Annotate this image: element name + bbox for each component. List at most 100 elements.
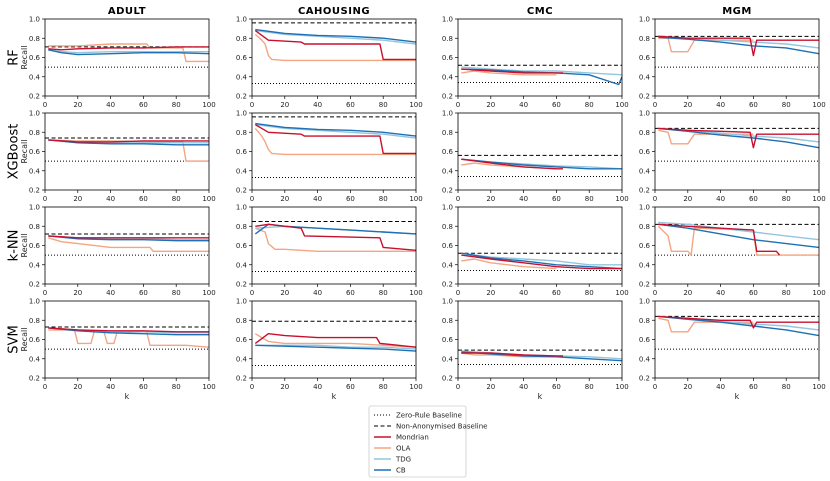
y-tick-label: 0.8 xyxy=(236,223,247,231)
plot-frame xyxy=(251,18,417,97)
series-line-cb xyxy=(255,122,416,137)
y-tick-label: 0.2 xyxy=(236,281,247,289)
panel-k-nn-adult: 0.2 0.4 0.6 0.8 1.0 0 20 40 60 80 100 Recall xyxy=(20,204,216,298)
x-tick-label: 40 xyxy=(519,289,528,297)
x-tick-label: 100 xyxy=(409,383,422,391)
y-tick-label: 0.8 xyxy=(639,223,650,231)
series-line-tdg xyxy=(255,29,416,45)
x-axis-label: k xyxy=(332,392,337,401)
series-line-mondrian xyxy=(254,333,416,348)
x-tick-label: 40 xyxy=(519,101,528,109)
series-line-tdg xyxy=(48,49,209,54)
x-tick-label: 20 xyxy=(486,101,495,109)
column-title-cmc: CMC xyxy=(527,6,553,17)
x-tick-label: 20 xyxy=(73,195,82,203)
series-line-cb xyxy=(48,235,209,242)
y-tick-label: 0.8 xyxy=(29,223,40,231)
series-line-ola xyxy=(48,237,209,253)
x-tick-label: 80 xyxy=(585,101,594,109)
x-tick-label: 60 xyxy=(552,383,561,391)
y-tick-label: 0.4 xyxy=(442,261,454,269)
y-tick-label: 0.4 xyxy=(639,167,651,175)
x-tick-label: 80 xyxy=(379,195,388,203)
x-tick-label: 0 xyxy=(43,383,47,391)
series-line-cb xyxy=(658,127,819,149)
plot-frame xyxy=(251,300,417,379)
x-tick-label: 20 xyxy=(683,383,692,391)
plot-frame xyxy=(44,206,210,285)
x-tick-label: 0 xyxy=(456,101,460,109)
y-tick-label: 0.6 xyxy=(29,336,41,344)
panel-svm-mgm: 0.2 0.4 0.6 0.8 1.0 0 20 40 60 80 100 k xyxy=(639,298,826,402)
y-tick-label: 0.6 xyxy=(236,336,248,344)
y-tick-label: 0.6 xyxy=(29,242,41,250)
x-tick-label: 60 xyxy=(346,101,355,109)
x-tick-label: 20 xyxy=(280,289,289,297)
y-tick-label: 1.0 xyxy=(236,110,247,118)
plot-frame xyxy=(654,206,820,285)
y-tick-label: 1.0 xyxy=(29,298,40,306)
y-tick-label: 1.0 xyxy=(29,110,40,118)
series-line-tdg xyxy=(255,123,416,139)
series-line-mondrian xyxy=(48,139,209,143)
x-tick-label: 20 xyxy=(73,101,82,109)
x-tick-label: 0 xyxy=(653,289,657,297)
panel-xgboost-mgm: 0.2 0.4 0.6 0.8 1.0 0 20 40 60 80 100 xyxy=(639,110,826,204)
series-line-tdg xyxy=(461,66,622,76)
series-line-ola xyxy=(254,33,416,62)
series-line-ola xyxy=(48,43,209,63)
y-tick-label: 0.4 xyxy=(236,261,248,269)
x-tick-label: 40 xyxy=(716,289,725,297)
x-tick-label: 80 xyxy=(172,195,181,203)
y-tick-label: 0.8 xyxy=(442,317,453,325)
x-tick-label: 80 xyxy=(379,289,388,297)
series-line-cb xyxy=(658,315,819,337)
panel-svm-cahousing: 0.2 0.4 0.6 0.8 1.0 0 20 40 60 80 100 k xyxy=(236,298,423,402)
series-line-ola xyxy=(48,139,209,162)
y-tick-label: 0.8 xyxy=(442,129,453,137)
row-label-svm: SVM xyxy=(7,325,22,353)
y-tick-label: 0.2 xyxy=(29,93,40,101)
panel-k-nn-cmc: 0.2 0.4 0.6 0.8 1.0 0 20 40 60 80 100 xyxy=(442,204,629,298)
y-tick-label: 1.0 xyxy=(639,204,650,212)
x-tick-label: 20 xyxy=(486,383,495,391)
y-tick-label: 0.4 xyxy=(236,355,248,363)
series-line-mondrian xyxy=(48,46,209,51)
panel-xgboost-cahousing: 0.2 0.4 0.6 0.8 1.0 0 20 40 60 80 100 xyxy=(236,110,423,204)
y-tick-label: 0.4 xyxy=(236,167,248,175)
x-tick-label: 60 xyxy=(139,101,148,109)
x-tick-label: 60 xyxy=(552,195,561,203)
y-tick-label: 0.4 xyxy=(442,167,454,175)
x-tick-label: 80 xyxy=(585,289,594,297)
y-tick-label: 0.2 xyxy=(442,375,453,383)
x-tick-label: 0 xyxy=(250,195,254,203)
x-tick-label: 80 xyxy=(379,101,388,109)
y-tick-label: 0.8 xyxy=(236,129,247,137)
series-line-mondrian xyxy=(461,352,563,357)
y-tick-label: 0.8 xyxy=(29,35,40,43)
y-tick-label: 0.2 xyxy=(236,375,247,383)
x-tick-label: 100 xyxy=(812,101,825,109)
y-tick-label: 0.4 xyxy=(236,73,248,81)
y-tick-label: 0.6 xyxy=(639,242,651,250)
series-line-mondrian xyxy=(658,35,819,57)
x-tick-label: 100 xyxy=(202,101,215,109)
x-tick-label: 40 xyxy=(313,289,322,297)
column-title-cahousing: CAHOUSING xyxy=(298,6,370,17)
x-tick-label: 100 xyxy=(615,383,628,391)
y-tick-label: 0.2 xyxy=(29,187,40,195)
x-tick-label: 60 xyxy=(139,195,148,203)
x-tick-label: 80 xyxy=(782,195,791,203)
x-tick-label: 60 xyxy=(749,101,758,109)
x-tick-label: 100 xyxy=(409,101,422,109)
y-tick-label: 0.2 xyxy=(639,375,650,383)
x-tick-label: 0 xyxy=(43,289,47,297)
row-label-xgboost: XGBoost xyxy=(7,124,22,180)
x-tick-label: 100 xyxy=(409,195,422,203)
x-tick-label: 100 xyxy=(812,195,825,203)
legend-label: Zero-Rule Baseline xyxy=(396,412,462,420)
y-tick-label: 0.2 xyxy=(639,281,650,289)
y-tick-label: 0.8 xyxy=(29,129,40,137)
panel-rf-cmc: 0.2 0.4 0.6 0.8 1.0 0 20 40 60 80 100 xyxy=(442,16,629,110)
